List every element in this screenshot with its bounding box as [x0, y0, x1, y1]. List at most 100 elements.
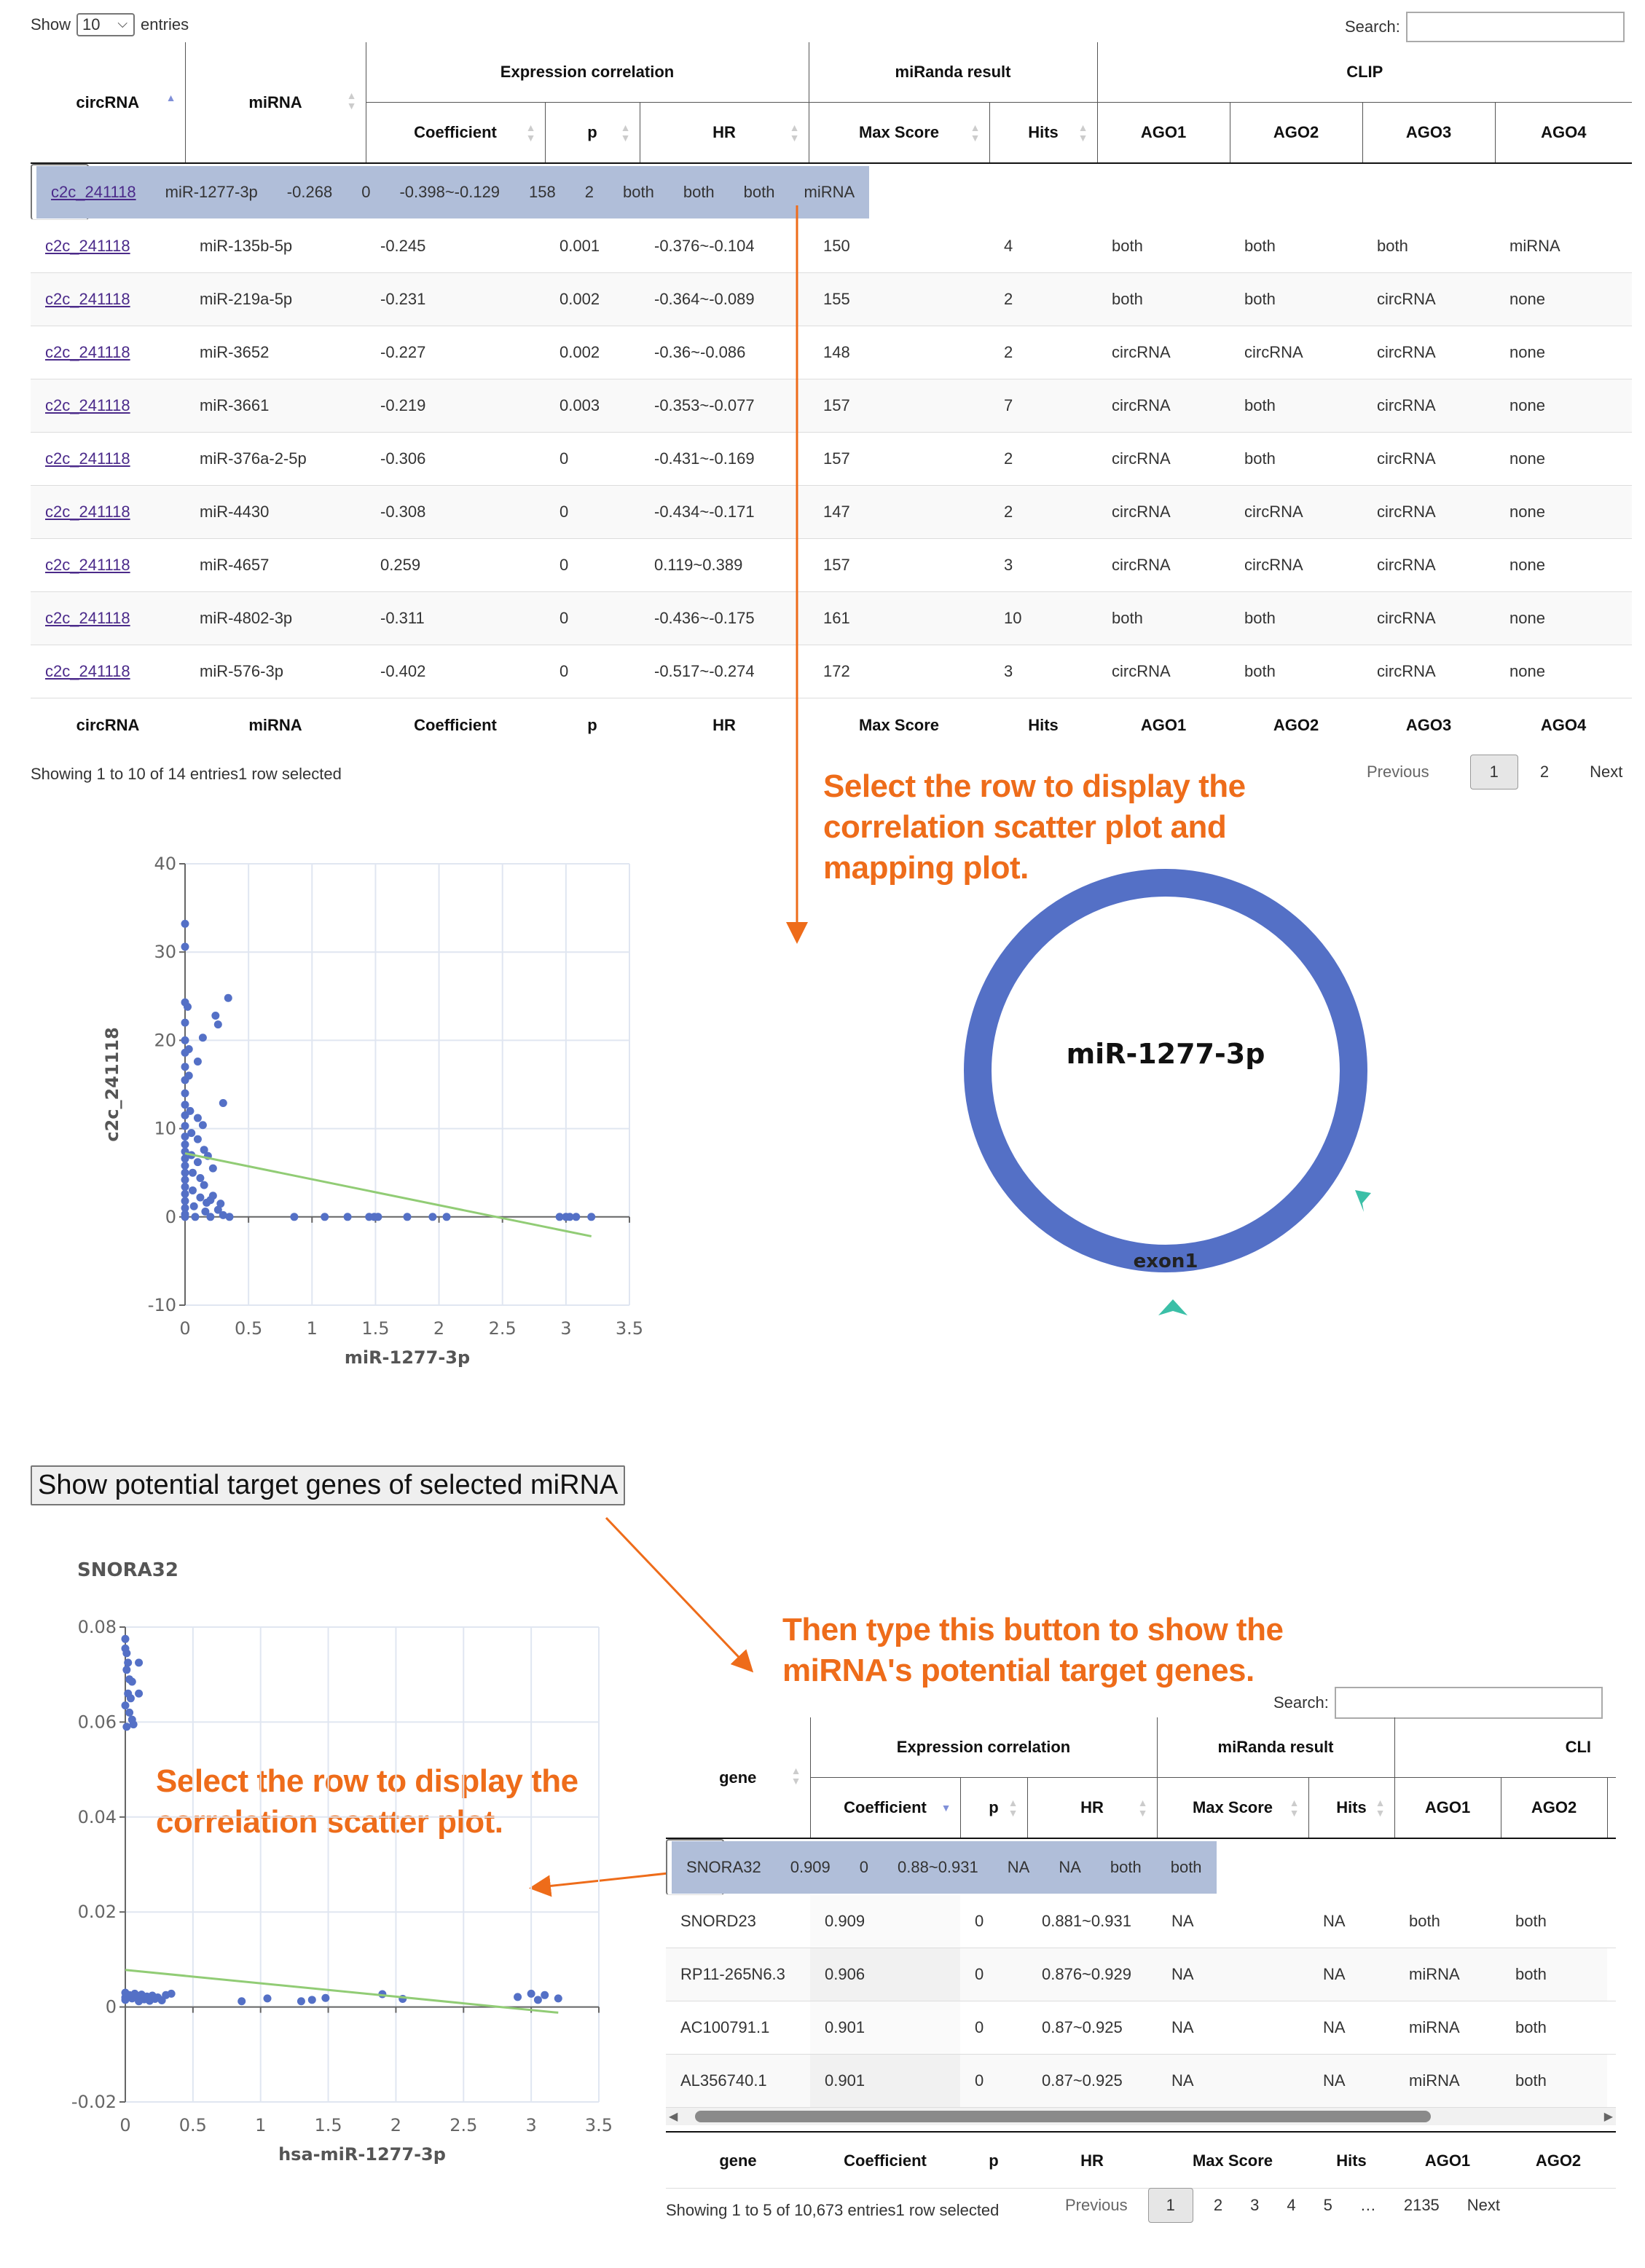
- length-select[interactable]: 10 ⌵: [76, 13, 136, 36]
- col-hits[interactable]: Hits ▲ ▼: [1308, 1777, 1395, 1838]
- cell-max-score: 158: [514, 166, 570, 218]
- pagination-next[interactable]: Next: [1467, 2196, 1501, 2214]
- col-max-score[interactable]: Max Score ▲ ▼: [808, 102, 990, 163]
- col-ago2[interactable]: AGO2: [1229, 102, 1363, 163]
- col-ago2[interactable]: AGO2: [1500, 1777, 1608, 1838]
- cell-ago1: circRNA: [1112, 556, 1171, 574]
- table-row[interactable]: c2c_241118 miR-4430 -0.308 0 -0.434~-0.171 14…: [31, 485, 1633, 539]
- data-point: [297, 1997, 305, 2006]
- y-tick-label: 0.08: [78, 1617, 117, 1637]
- bottom-search-input[interactable]: [1334, 1687, 1603, 1719]
- foot-max-score: Max Score: [1192, 2151, 1273, 2170]
- data-point: [321, 1213, 329, 1221]
- y-tick-label: 0.04: [78, 1807, 117, 1827]
- table-row[interactable]: RP11-265N6.3 0.906 0 0.876~0.929 NA NA miRNA bo…: [666, 1948, 1616, 2001]
- table-row[interactable]: c2c_241118 miR-135b-5p -0.245 0.001 -0.376~-…: [31, 220, 1633, 273]
- table-row[interactable]: AL356740.1 0.901 0 0.87~0.925 NA NA miRNA both: [666, 2054, 1616, 2108]
- col-max-score[interactable]: Max Score ▲ ▼: [1156, 1777, 1309, 1838]
- exon-label: exon1: [1134, 1251, 1198, 1272]
- col-coefficient[interactable]: Coefficient ▼: [809, 1777, 960, 1838]
- table-row[interactable]: c2c_241118 miR-1277-3p -0.268 0 -0.398~-0.12…: [31, 164, 870, 220]
- col-ago3[interactable]: AGO3: [1362, 102, 1496, 163]
- table-row[interactable]: c2c_241118 miR-3661 -0.219 0.003 -0.353~-0.0…: [31, 379, 1633, 433]
- cell-hits: NA: [1308, 2054, 1395, 2108]
- pagination-page[interactable]: 3: [1250, 2196, 1260, 2214]
- group-miranda-result: miRanda result: [1156, 1717, 1395, 1778]
- col-hr[interactable]: HR ▲ ▼: [639, 102, 809, 163]
- pagination-previous[interactable]: Previous: [1065, 2196, 1128, 2214]
- table-row[interactable]: c2c_241118 miR-4802-3p -0.311 0 -0.436~-0.17…: [31, 591, 1633, 645]
- cell-ago1: circRNA: [1097, 379, 1230, 433]
- col-ago4[interactable]: AGO4: [1494, 102, 1633, 163]
- cell-ago2: both: [1501, 1948, 1608, 2001]
- data-point: [127, 1677, 136, 1686]
- col-ago1[interactable]: AGO1: [1096, 102, 1230, 163]
- scrollbar-thumb[interactable]: [695, 2111, 1431, 2122]
- cell-ago4: miRNA: [1509, 237, 1560, 255]
- x-tick-label: 1: [255, 2115, 266, 2135]
- pagination-page[interactable]: 4: [1287, 2196, 1296, 2214]
- col-hits[interactable]: Hits ▲ ▼: [989, 102, 1098, 163]
- col-p[interactable]: p ▲ ▼: [544, 102, 640, 163]
- table-row[interactable]: c2c_241118 miR-219a-5p -0.231 0.002 -0.364~-…: [31, 272, 1633, 326]
- data-point: [181, 1176, 189, 1184]
- data-point: [196, 1193, 205, 1202]
- pagination-page-1[interactable]: 1: [1469, 755, 1518, 790]
- circrna-link[interactable]: c2c_241118: [45, 396, 130, 414]
- circrna-link[interactable]: c2c_241118: [51, 183, 136, 201]
- scroll-left-icon[interactable]: ◀: [669, 2111, 678, 2123]
- circrna-link[interactable]: c2c_241118: [45, 449, 130, 468]
- x-tick-label: 0: [179, 1318, 190, 1339]
- y-tick-label: 10: [154, 1119, 176, 1139]
- circrna-link[interactable]: c2c_241118: [45, 662, 130, 680]
- circrna-link[interactable]: c2c_241118: [45, 503, 130, 521]
- table-row[interactable]: SNORD23 0.909 0 0.881~0.931 NA NA both both: [666, 1895, 1616, 1948]
- col-coefficient[interactable]: Coefficient ▲ ▼: [365, 102, 545, 163]
- top-search-input[interactable]: [1405, 12, 1625, 42]
- circrna-link[interactable]: c2c_241118: [45, 237, 130, 255]
- data-point: [126, 1694, 135, 1703]
- scroll-right-icon[interactable]: ▶: [1603, 2111, 1613, 2123]
- cell-gene: AC100791.1: [680, 2018, 770, 2036]
- col-circrna[interactable]: circRNA ▲: [76, 92, 176, 111]
- cell-mirna: miR-376a-2-5p: [200, 449, 307, 468]
- pagination-page[interactable]: 2: [1213, 2196, 1223, 2214]
- show-target-genes-button[interactable]: Show potential target genes of selected …: [31, 1465, 626, 1505]
- pagination-page[interactable]: 1: [1147, 2188, 1193, 2223]
- pagination-page-2[interactable]: 2: [1539, 763, 1550, 781]
- pagination-next[interactable]: Next: [1590, 763, 1623, 781]
- table-row[interactable]: AC100791.1 0.901 0 0.87~0.925 NA NA miRNA both: [666, 2001, 1616, 2055]
- pagination-page[interactable]: 2135: [1403, 2196, 1440, 2214]
- col-ago1[interactable]: AGO1: [1394, 1777, 1501, 1838]
- circrna-link[interactable]: c2c_241118: [45, 556, 130, 574]
- circrna-link[interactable]: c2c_241118: [45, 290, 130, 308]
- table-row[interactable]: SNORA32 0.909 0 0.88~0.931 NA NA both both: [666, 1839, 1217, 1895]
- col-mirna[interactable]: miRNA ▲ ▼: [184, 42, 366, 163]
- cell-coefficient: -0.245: [380, 237, 426, 255]
- table-row[interactable]: c2c_241118 miR-3652 -0.227 0.002 -0.36~-0.08…: [31, 326, 1633, 379]
- cell-hr: 0.881~0.931: [1042, 1912, 1131, 1930]
- col-gene[interactable]: gene ▲ ▼: [719, 1765, 801, 1787]
- circrna-link[interactable]: c2c_241118: [45, 609, 130, 627]
- circrna-link[interactable]: c2c_241118: [45, 343, 130, 361]
- table-row[interactable]: c2c_241118 miR-576-3p -0.402 0 -0.517~-0.274…: [31, 645, 1633, 698]
- y-tick-label: 20: [154, 1030, 176, 1050]
- horizontal-scrollbar[interactable]: ◀ ▶: [666, 2108, 1616, 2125]
- cell-ago4: none: [1495, 379, 1633, 433]
- data-point: [181, 1089, 189, 1098]
- pagination-page[interactable]: 5: [1323, 2196, 1332, 2214]
- table-row[interactable]: c2c_241118 miR-4657 0.259 0 0.119~0.389 157 3 c…: [31, 539, 1633, 592]
- cell-hits: NA: [1044, 1841, 1096, 1894]
- data-point: [565, 1213, 574, 1221]
- y-tick-label: 40: [154, 854, 176, 874]
- table-row[interactable]: c2c_241118 miR-376a-2-5p -0.306 0 -0.431~-0.…: [31, 433, 1633, 486]
- cell-ago2: both: [1230, 272, 1363, 326]
- y-tick-label: 0: [165, 1207, 176, 1227]
- data-point: [219, 1098, 227, 1107]
- pagination-previous[interactable]: Previous: [1367, 763, 1429, 781]
- col-p[interactable]: p ▲ ▼: [959, 1777, 1027, 1838]
- col-hr[interactable]: HR ▲ ▼: [1026, 1777, 1158, 1838]
- pagination-page[interactable]: …: [1359, 2196, 1376, 2214]
- cell-mirna: miR-4802-3p: [185, 591, 366, 645]
- cell-max-score: 155: [809, 272, 990, 326]
